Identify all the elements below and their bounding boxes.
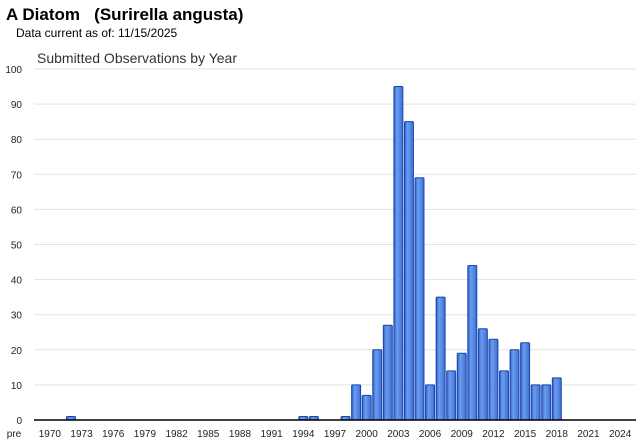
x-tick-label: 2018 — [546, 429, 569, 440]
x-tick-label: 2012 — [482, 429, 505, 440]
bar-1999[interactable] — [351, 384, 362, 421]
x-tick-label: 1982 — [165, 429, 188, 440]
y-tick-label: 10 — [11, 381, 23, 392]
x-tick-label: 1979 — [134, 429, 157, 440]
bar-2015[interactable] — [520, 342, 531, 421]
bar-2008[interactable] — [446, 370, 457, 421]
x-tick-label: 2003 — [387, 429, 410, 440]
bar-2017[interactable] — [541, 384, 552, 421]
bar-2016[interactable] — [530, 384, 541, 421]
x-tick-label: 2021 — [577, 429, 600, 440]
bar-2006[interactable] — [425, 384, 436, 421]
y-tick-label: 80 — [11, 135, 23, 146]
x-tick-label: 1970 — [39, 429, 62, 440]
bar-2005[interactable] — [414, 177, 425, 421]
x-tick-label: 2024 — [609, 429, 632, 440]
x-tick-label: 1997 — [324, 429, 347, 440]
x-tick-label: 2000 — [356, 429, 379, 440]
y-tick-label: 100 — [5, 65, 22, 76]
x-tick-label: 1976 — [102, 429, 125, 440]
bar-2010[interactable] — [467, 265, 478, 421]
bar-2013[interactable] — [499, 370, 509, 421]
bar-2007[interactable] — [435, 296, 446, 421]
x-tick-label: 1988 — [229, 429, 252, 440]
bar-2002[interactable] — [382, 324, 393, 421]
y-tick-label: 50 — [11, 241, 23, 252]
bar-2000[interactable] — [361, 394, 372, 421]
bar-2011[interactable] — [477, 328, 488, 421]
y-tick-label: 0 — [16, 416, 22, 427]
x-tick-label: 1994 — [292, 429, 315, 440]
y-tick-label: 70 — [11, 170, 23, 181]
y-tick-label: 40 — [11, 276, 23, 287]
bar-2001[interactable] — [372, 349, 383, 421]
bar-2009[interactable] — [456, 352, 467, 421]
bar-2018[interactable] — [551, 377, 562, 421]
bar-2014[interactable] — [509, 349, 520, 421]
data-current-date: Data current as of: 11/15/2025 — [16, 26, 178, 40]
x-tick-label: 2006 — [419, 429, 442, 440]
x-tick-label: 2009 — [451, 429, 474, 440]
bar-2012[interactable] — [488, 338, 499, 421]
x-tick-label: 1985 — [197, 429, 220, 440]
x-tick-label: 2015 — [514, 429, 537, 440]
x-tick-label: pre — [7, 429, 22, 440]
chart-title: Submitted Observations by Year — [37, 50, 237, 66]
x-tick-label: 1973 — [70, 429, 93, 440]
page-title: A Diatom (Surirella angusta) — [6, 5, 244, 24]
y-tick-label: 60 — [11, 205, 23, 216]
y-tick-label: 30 — [11, 311, 23, 322]
y-tick-label: 90 — [11, 100, 23, 111]
bar-2003[interactable] — [393, 86, 404, 421]
x-tick-label: 1991 — [261, 429, 284, 440]
y-tick-label: 20 — [11, 346, 23, 357]
bar-2004[interactable] — [403, 121, 414, 421]
